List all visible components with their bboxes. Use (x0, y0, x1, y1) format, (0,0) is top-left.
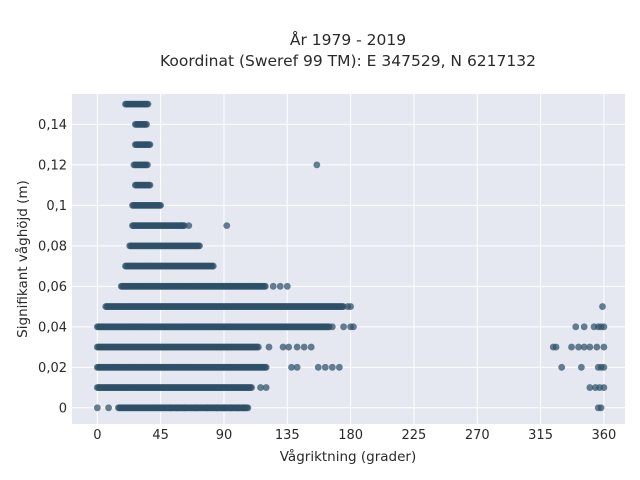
data-point (167, 404, 174, 412)
data-point (300, 343, 308, 351)
x-axis-label: Vågriktning (grader) (280, 448, 417, 465)
data-point (93, 404, 101, 412)
data-point (321, 363, 329, 371)
data-point (144, 100, 152, 108)
data-point (313, 161, 321, 169)
data-point (586, 384, 594, 391)
data-point (234, 404, 242, 412)
data-point (328, 363, 336, 371)
data-point (262, 363, 270, 371)
data-point (340, 323, 347, 331)
data-point (105, 404, 112, 412)
x-tick-label: 270 (465, 428, 490, 443)
y-tick-label: 0,04 (38, 320, 67, 335)
data-point (568, 343, 575, 351)
x-tick-labels: 0 45 90 135 180 225 270 315 360 (93, 428, 616, 443)
data-point (279, 343, 287, 351)
data-point (600, 323, 608, 331)
data-point (269, 282, 277, 290)
data-point (227, 404, 235, 412)
y-tick-label: 0,12 (38, 158, 67, 173)
data-point (185, 222, 193, 229)
plot-area (72, 94, 625, 424)
x-tick-label: 180 (338, 428, 363, 443)
y-tick-label: 0,1 (46, 199, 67, 214)
y-tick-label: 0,02 (38, 361, 67, 376)
data-point (600, 384, 608, 391)
y-tick-label: 0,06 (38, 280, 67, 295)
y-tick-label: 0,14 (38, 118, 67, 133)
y-axis-label: Signifikant våghöjd (m) (14, 180, 31, 338)
data-point (572, 323, 580, 331)
data-point (558, 363, 566, 371)
data-point (593, 343, 601, 351)
data-point (293, 343, 301, 351)
data-point (143, 120, 150, 128)
data-point (586, 343, 594, 351)
data-point (257, 384, 264, 391)
data-point (203, 404, 211, 412)
data-point (552, 343, 560, 351)
data-point (335, 363, 343, 371)
chart-title-line1: År 1979 - 2019 (290, 30, 406, 49)
x-tick-label: 315 (528, 428, 553, 443)
x-tick-label: 0 (93, 428, 101, 443)
data-point (580, 323, 588, 331)
data-point (174, 404, 181, 412)
data-point (220, 404, 228, 412)
data-point (328, 323, 336, 331)
data-point (314, 363, 322, 371)
data-point (144, 161, 151, 169)
data-point (350, 323, 357, 331)
data-point (254, 343, 262, 351)
data-point (192, 404, 200, 412)
data-point (213, 404, 221, 412)
data-point (146, 141, 154, 149)
data-point (196, 242, 203, 250)
data-point (157, 201, 165, 209)
data-point (347, 303, 355, 310)
data-points (93, 100, 608, 412)
data-point (157, 404, 165, 412)
data-point (283, 282, 291, 290)
x-tick-label: 45 (152, 428, 169, 443)
data-point (261, 282, 269, 290)
data-point (265, 343, 273, 351)
x-tick-label: 135 (275, 428, 300, 443)
data-point (575, 343, 582, 351)
data-point (146, 181, 154, 189)
data-point (307, 343, 315, 351)
data-point (599, 303, 606, 310)
data-point (276, 282, 284, 290)
data-point (600, 363, 608, 371)
data-point (209, 262, 217, 270)
data-point (580, 343, 588, 351)
x-tick-label: 90 (216, 428, 233, 443)
data-point (600, 343, 608, 351)
data-point (577, 363, 585, 371)
chart-title-line2: Koordinat (Sweref 99 TM): E 347529, N 62… (160, 52, 536, 70)
data-point (240, 404, 248, 412)
x-tick-label: 360 (591, 428, 616, 443)
x-tick-label: 225 (402, 428, 427, 443)
data-point (293, 363, 301, 371)
data-point (262, 384, 270, 391)
data-point (285, 343, 293, 351)
data-point (181, 404, 188, 412)
y-tick-label: 0 (59, 401, 67, 416)
data-point (223, 222, 231, 229)
data-point (178, 222, 186, 229)
data-point (597, 404, 605, 412)
y-tick-labels: 0 0,02 0,04 0,06 0,08 0,1 0,12 0,14 (38, 118, 67, 416)
y-tick-label: 0,08 (38, 239, 67, 254)
data-point (248, 384, 255, 391)
data-point (288, 363, 295, 371)
